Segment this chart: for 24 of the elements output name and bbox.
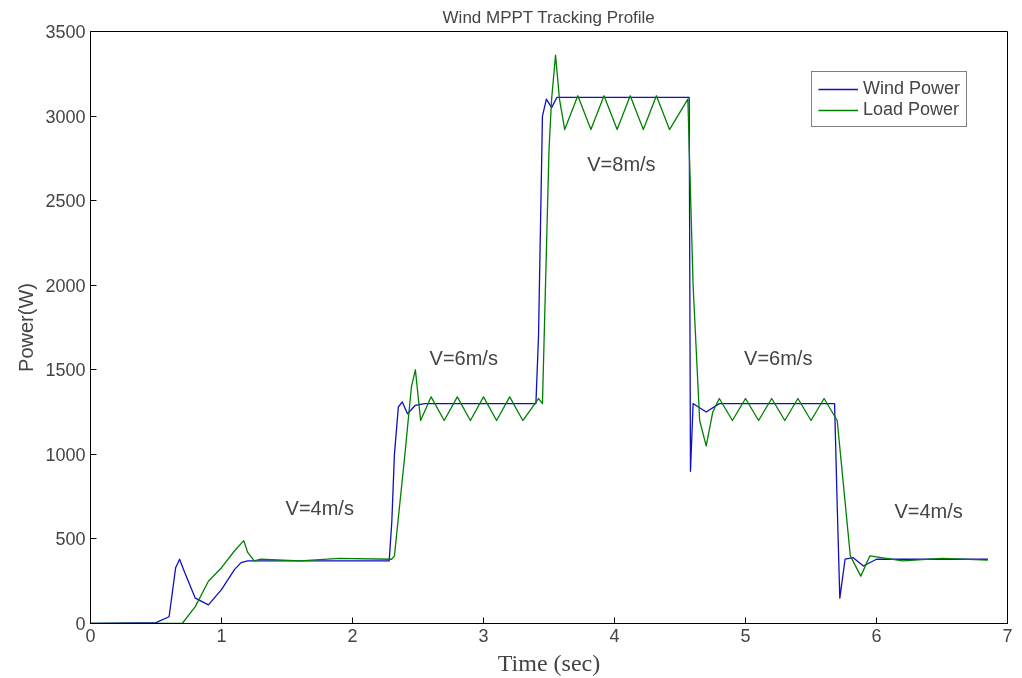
- x-tick-label: 1: [216, 625, 227, 646]
- x-tick-label: 6: [871, 625, 882, 646]
- x-tick-label: 7: [1002, 625, 1013, 646]
- x-tick-label: 5: [740, 625, 751, 646]
- y-tick-label: 3500: [45, 22, 86, 42]
- y-tick-label: 2500: [45, 191, 86, 212]
- x-tick-label: 4: [609, 625, 620, 646]
- legend-label: Wind Power: [862, 78, 960, 99]
- legend-label: Load Power: [862, 99, 960, 120]
- y-tick-label: 1500: [45, 360, 86, 381]
- annotation: V=4m/s: [285, 496, 354, 519]
- y-tick-label: 1000: [45, 444, 86, 465]
- x-tick-label: 3: [478, 625, 489, 646]
- annotation: V=4m/s: [894, 500, 963, 523]
- y-axis-title: Power(W): [15, 283, 38, 372]
- y-tick-label: 500: [55, 529, 86, 550]
- annotation: V=8m/s: [587, 153, 656, 176]
- x-axis-title: Time (sec): [497, 649, 601, 676]
- annotation: V=6m/s: [429, 346, 498, 369]
- annotation: V=6m/s: [744, 346, 813, 369]
- x-tick-label: 2: [347, 625, 358, 646]
- y-tick-label: 3000: [45, 106, 86, 127]
- y-tick-label: 2000: [45, 275, 86, 296]
- chart-title: Wind MPPT Tracking Profile: [442, 7, 655, 27]
